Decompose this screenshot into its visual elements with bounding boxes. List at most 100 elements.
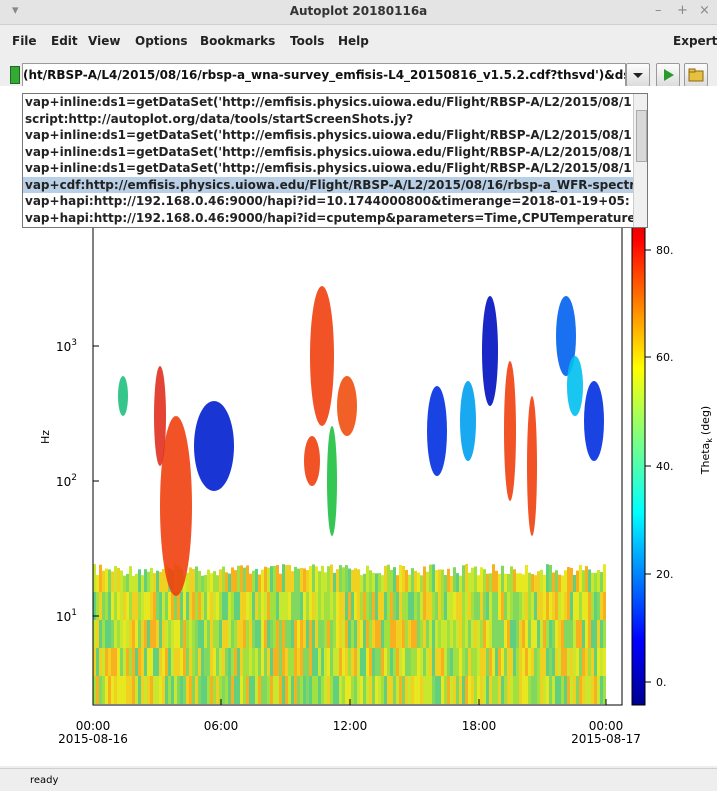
spectrogram-cell xyxy=(369,648,372,676)
spectrogram-cell xyxy=(105,568,108,597)
spectrogram-cell xyxy=(582,676,585,704)
spectrogram-cell xyxy=(129,648,132,676)
spectrogram-cell xyxy=(279,592,282,620)
spectrogram-cell xyxy=(261,648,264,676)
spectrogram-cell xyxy=(261,569,264,598)
menu-item[interactable]: Options xyxy=(135,34,188,48)
spectrogram-cell xyxy=(594,648,597,676)
menu-item[interactable]: Tools xyxy=(290,34,325,48)
spectrogram-cell xyxy=(597,592,600,620)
spectrogram-cell xyxy=(360,676,363,704)
spectrogram-cell xyxy=(540,620,543,648)
url-field[interactable]: (ht/RBSP-A/L4/2015/08/16/rbsp-a_wna-surv… xyxy=(22,63,626,87)
spectrogram-cell xyxy=(165,565,168,594)
minimize-button[interactable]: – xyxy=(655,3,662,18)
spectrogram-cell xyxy=(159,676,162,704)
spectrogram-cell xyxy=(291,571,294,600)
spectrogram-cell xyxy=(177,620,180,648)
menu-item[interactable]: Help xyxy=(338,34,369,48)
spectrogram-cell xyxy=(465,648,468,676)
spectrogram-cell xyxy=(108,592,111,620)
history-item[interactable]: script:http://autoplot.org/data/tools/st… xyxy=(25,111,414,126)
spectrogram-cell xyxy=(174,648,177,676)
go-button[interactable] xyxy=(656,63,680,87)
spectrogram-cell xyxy=(126,573,129,602)
spectrogram-cell xyxy=(435,648,438,676)
spectrogram-cell xyxy=(483,648,486,676)
spectrogram-cell xyxy=(423,592,426,620)
spectrogram-cell xyxy=(570,648,573,676)
menu-item[interactable]: File xyxy=(12,34,37,48)
dropdown-arrow xyxy=(633,73,643,78)
spectrogram-cell xyxy=(579,676,582,704)
history-dropdown-button[interactable] xyxy=(626,63,650,87)
browse-button[interactable] xyxy=(684,63,708,87)
spectrogram-cell xyxy=(111,648,114,676)
spectrogram-cell xyxy=(261,620,264,648)
spectrogram-cell xyxy=(294,566,297,595)
spectrogram-cell xyxy=(411,592,414,620)
spectrogram-cell xyxy=(447,568,450,597)
spectrogram-cell xyxy=(108,648,111,676)
history-item[interactable]: vap+inline:ds1=getDataSet('http://emfisi… xyxy=(25,128,632,142)
spectrogram-cell xyxy=(453,620,456,648)
spectrogram-cell xyxy=(501,565,504,594)
spectrogram-cell xyxy=(411,648,414,676)
menu-item[interactable]: Bookmarks xyxy=(200,34,276,48)
menu-item[interactable]: Edit xyxy=(51,34,78,48)
spectrogram-cell xyxy=(492,620,495,648)
maximize-button[interactable]: + xyxy=(677,3,688,18)
scrollbar[interactable] xyxy=(633,94,647,227)
spectrogram-cell xyxy=(129,676,132,704)
spectrogram-cell xyxy=(477,592,480,620)
spectrogram-cell xyxy=(228,592,231,620)
history-item[interactable]: vap+inline:ds1=getDataSet('http://emfisi… xyxy=(25,95,632,109)
spectrogram-cell xyxy=(420,575,423,604)
spectrogram-cell xyxy=(369,676,372,704)
spectrogram-cell xyxy=(345,620,348,648)
history-item[interactable]: vap+hapi:http://192.168.0.46:9000/hapi?i… xyxy=(25,210,633,225)
spectrogram-cell xyxy=(255,568,258,597)
history-item[interactable]: vap+inline:ds1=getDataSet('http://emfisi… xyxy=(25,161,632,175)
spectrogram-cell xyxy=(510,592,513,620)
spectrogram-cell xyxy=(486,592,489,620)
spectrogram-cell xyxy=(120,620,123,648)
close-button[interactable]: × xyxy=(699,3,710,18)
menu-item[interactable]: View xyxy=(88,34,121,48)
spectrogram-cell xyxy=(132,575,135,604)
spectrogram-cell xyxy=(336,569,339,598)
spectrogram-cell xyxy=(342,676,345,704)
spectrogram-cell xyxy=(144,620,147,648)
spectrogram-cell xyxy=(579,592,582,620)
spectrogram-cell xyxy=(597,676,600,704)
spectrogram-cell xyxy=(255,676,258,704)
spectrogram-cell xyxy=(255,592,258,620)
spectrogram-cell xyxy=(186,648,189,676)
spectrogram-cell xyxy=(549,564,552,593)
menu-item[interactable]: Expert xyxy=(673,34,717,48)
spectrogram-cell xyxy=(426,676,429,704)
spectrogram-cell xyxy=(237,648,240,676)
spectrogram-cell xyxy=(384,676,387,704)
spectrogram-cell xyxy=(585,620,588,648)
spectrogram-cell xyxy=(123,575,126,604)
spectrogram-cell xyxy=(216,575,219,604)
spectrogram-cell xyxy=(543,648,546,676)
history-item[interactable]: vap+cdf:http://emfisis.physics.uiowa.edu… xyxy=(23,176,633,193)
history-item[interactable]: vap+inline:ds1=getDataSet('http://emfisi… xyxy=(25,144,632,159)
spectrogram-cell xyxy=(234,592,237,620)
spectrogram-cell xyxy=(378,620,381,648)
spectrogram-cell xyxy=(306,648,309,676)
window-menu-button[interactable]: ▾ xyxy=(12,3,19,18)
spectrogram-cell xyxy=(330,676,333,704)
history-item[interactable]: vap+hapi:http://192.168.0.46:9000/hapi?i… xyxy=(25,194,630,208)
spectrogram-cell xyxy=(321,592,324,620)
spectrogram-cell xyxy=(249,648,252,676)
spectrogram-cell xyxy=(546,676,549,704)
spectrogram-cell xyxy=(174,676,177,704)
spectrogram-cell xyxy=(519,620,522,648)
scroll-thumb[interactable] xyxy=(636,110,647,162)
spectrogram-cell xyxy=(405,592,408,620)
spectrogram-cell xyxy=(405,569,408,598)
spectrogram-cell xyxy=(513,648,516,676)
